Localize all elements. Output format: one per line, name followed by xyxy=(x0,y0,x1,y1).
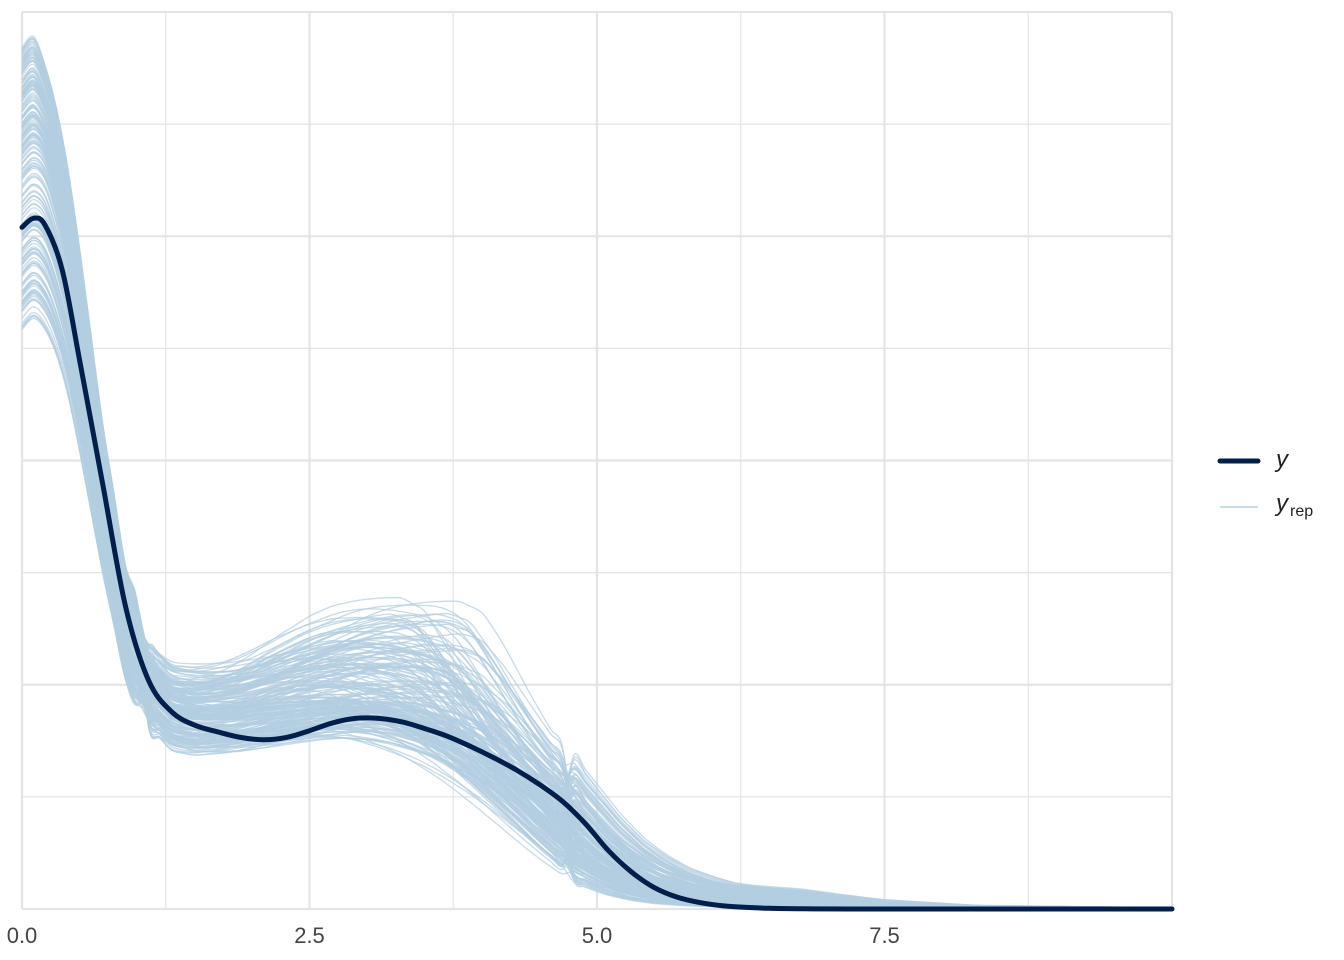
y-rep-density-line xyxy=(21,60,1173,909)
x-tick-label: 7.5 xyxy=(869,923,900,948)
x-tick-label: 5.0 xyxy=(582,923,613,948)
x-tick-label: 2.5 xyxy=(294,923,325,948)
legend-label-y: y xyxy=(1274,446,1290,473)
x-tick-label: 0.0 xyxy=(7,923,38,948)
series-y xyxy=(19,215,1175,912)
legend: y y rep xyxy=(1217,446,1313,520)
x-axis-ticks: 0.0 2.5 5.0 7.5 xyxy=(7,923,900,948)
legend-label-y-rep: y rep xyxy=(1274,490,1313,520)
y-density-line xyxy=(19,215,1175,912)
grid-lines xyxy=(20,10,1174,911)
